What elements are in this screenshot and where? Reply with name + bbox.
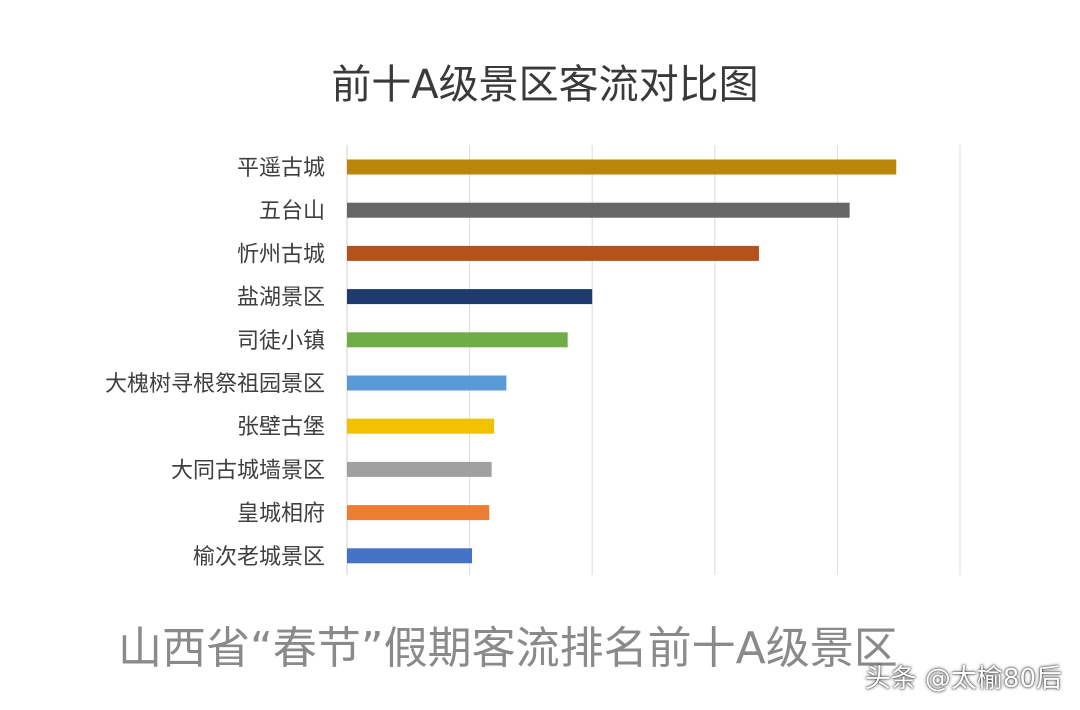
category-label: 大同古城墙景区 — [171, 458, 325, 483]
category-label: 司徒小镇 — [237, 329, 325, 354]
bar — [347, 159, 897, 175]
bar — [347, 245, 759, 261]
bar — [347, 461, 492, 477]
watermark: 头条 @太榆80后 — [864, 664, 1062, 694]
category-labels: 平遥古城五台山忻州古城盐湖景区司徒小镇大槐树寻根祭祖园景区张壁古堡大同古城墙景区… — [105, 156, 325, 570]
category-label: 盐湖景区 — [237, 286, 325, 311]
bar — [347, 418, 495, 434]
bars — [347, 159, 897, 564]
bar — [347, 548, 473, 564]
chart-title: 前十A级景区客流对比图 — [331, 62, 758, 108]
bar — [347, 332, 568, 348]
bar — [347, 202, 850, 218]
category-label: 榆次老城景区 — [193, 545, 325, 570]
category-label: 忻州古城 — [237, 242, 325, 267]
caption: 山西省“春节”假期客流排名前十A级景区 — [118, 623, 898, 674]
bar — [347, 505, 490, 521]
category-label: 张壁古堡 — [237, 415, 325, 440]
bar — [347, 289, 593, 305]
category-label: 皇城相府 — [237, 502, 325, 527]
bar — [347, 375, 507, 391]
category-label: 平遥古城 — [237, 156, 325, 181]
category-label: 大槐树寻根祭祖园景区 — [105, 372, 325, 397]
category-label: 五台山 — [259, 199, 325, 224]
